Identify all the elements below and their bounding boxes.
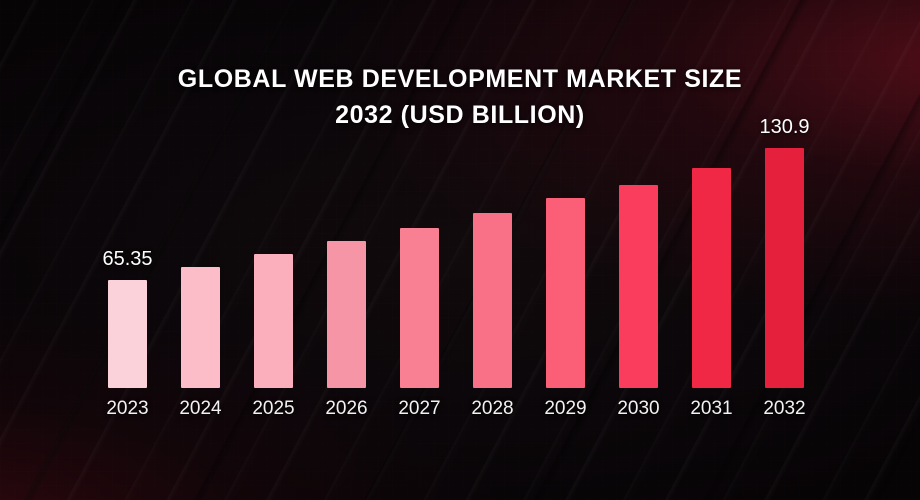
bar-2032[interactable] (765, 148, 804, 388)
bar-value-label-2032: 130.9 (759, 116, 810, 138)
bar-value-label-2023: 65.35 (102, 248, 153, 270)
bar-2027[interactable] (400, 227, 439, 388)
x-axis-label-2030: 2030 (617, 398, 660, 419)
x-axis-label-2027: 2027 (398, 398, 441, 419)
bar-2024[interactable] (181, 266, 220, 388)
bar-2025[interactable] (254, 253, 293, 388)
bar-2023[interactable] (108, 280, 147, 388)
bar-2028[interactable] (473, 212, 512, 388)
chart-title: GLOBAL WEB DEVELOPMENT MARKET SIZE 2032 … (177, 65, 743, 129)
x-axis-label-2025: 2025 (252, 398, 295, 419)
x-axis-label-2029: 2029 (544, 398, 587, 419)
bar-2026[interactable] (327, 241, 366, 388)
x-axis-label-2024: 2024 (179, 398, 222, 419)
bar-2029[interactable] (546, 198, 585, 388)
bar-2031[interactable] (692, 167, 731, 388)
x-axis-label-2023: 2023 (106, 398, 149, 419)
x-axis-label-2032: 2032 (763, 398, 806, 419)
bar-2030[interactable] (619, 185, 658, 388)
x-axis-label-2026: 2026 (325, 398, 368, 419)
x-axis-label-2031: 2031 (690, 398, 733, 419)
x-axis-label-2028: 2028 (471, 398, 514, 419)
